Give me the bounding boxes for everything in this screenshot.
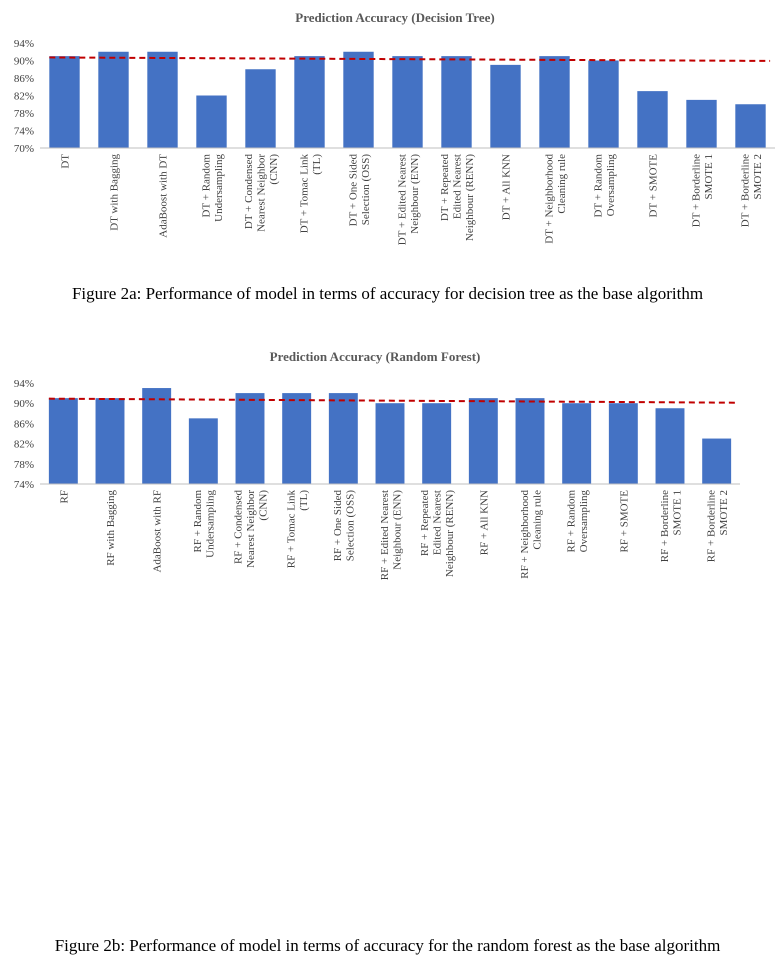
bar	[282, 393, 312, 484]
chart-title: Prediction Accuracy (Random Forest)	[270, 349, 481, 364]
y-tick-label: 74%	[14, 126, 34, 138]
x-tick-label: DT + CondensedNearest Neighbor(CNN)	[243, 154, 280, 232]
x-tick-label: RF + CondensedNearest Neighbor(CNN)	[233, 490, 270, 568]
figure-2a: Prediction Accuracy (Decision Tree) 70% 74…	[0, 0, 775, 320]
bar	[441, 56, 472, 148]
x-tick-label: RF + RandomOversampling	[565, 490, 590, 553]
trendline	[49, 56, 771, 62]
bar	[539, 56, 570, 148]
bar	[294, 56, 325, 148]
x-tick-label: AdaBoost with RF	[152, 490, 164, 573]
y-tick-label: 86%	[14, 73, 34, 85]
y-tick-label: 90%	[14, 398, 34, 410]
x-tick-label: DT + Edited NearestNeighbour (ENN)	[396, 154, 421, 246]
figure-caption: Figure 2b: Performance of model in terms…	[54, 936, 721, 955]
bar	[48, 398, 78, 484]
x-tick-label: RF + RandomUndersampling	[192, 490, 217, 558]
y-tick-label: 74%	[14, 479, 34, 491]
bar	[655, 408, 685, 484]
x-tick-label: DT + BorderlineSMOTE 2	[739, 154, 764, 227]
x-tick-label: RF + All KNN	[478, 490, 490, 555]
y-tick-label: 94%	[14, 38, 34, 50]
bar	[328, 393, 358, 484]
x-tick-label: RF	[58, 490, 70, 503]
x-tick-label: DT + RandomUndersampling	[200, 154, 225, 222]
y-tick-label: 78%	[14, 459, 34, 471]
chart-decision-tree: Prediction Accuracy (Decision Tree) 70% 74…	[14, 10, 775, 246]
y-tick-label: 90%	[14, 56, 34, 68]
x-tick-label: DT + RepeatedEdited NearestNeighbour (RE…	[439, 154, 476, 242]
bar	[515, 398, 545, 484]
figure-2b: Prediction Accuracy (Random Forest) 74% 78…	[0, 338, 775, 955]
bar	[562, 403, 592, 484]
x-tick-label: DT with Bagging	[109, 154, 121, 231]
x-tick-label: DT + BorderlineSMOTE 1	[690, 154, 715, 227]
bar	[490, 64, 521, 148]
chart-title: Prediction Accuracy (Decision Tree)	[295, 10, 494, 25]
x-tick-label: DT + NeighborhoodCleaning rule	[543, 154, 568, 244]
x-tick-label: AdaBoost with DT	[158, 154, 170, 238]
trendline	[48, 397, 736, 404]
y-tick-label: 70%	[14, 143, 34, 155]
bar	[235, 393, 265, 484]
x-tick-label: DT + Tomac Link(TL)	[298, 154, 323, 234]
figure-caption: Figure 2a: Performance of model in terms…	[71, 284, 704, 303]
bar	[196, 95, 227, 148]
bar	[392, 56, 423, 148]
bar	[608, 403, 638, 484]
bar	[188, 418, 218, 484]
bar	[343, 51, 374, 148]
bar	[686, 99, 717, 148]
bar	[98, 51, 129, 148]
y-tick-label: 86%	[14, 418, 34, 430]
bar	[147, 51, 178, 148]
x-tick-label: RF + BorderlineSMOTE 2	[705, 490, 730, 562]
chart-random-forest: Prediction Accuracy (Random Forest) 74% 78…	[14, 349, 740, 581]
bar	[735, 104, 766, 148]
y-tick-label: 82%	[14, 91, 34, 103]
x-tick-label: DT + One SidedSelection (OSS)	[347, 154, 372, 227]
y-tick-label: 82%	[14, 439, 34, 451]
y-tick-label: 94%	[14, 378, 34, 390]
x-tick-label: DT	[60, 154, 72, 169]
y-tick-label: 78%	[14, 108, 34, 120]
x-tick-label: DT + SMOTE	[648, 154, 660, 218]
x-tick-label: RF + Edited NearestNeighbour (ENN)	[379, 490, 404, 581]
x-tick-label: RF with Bagging	[105, 490, 117, 566]
bar	[422, 403, 452, 484]
bar	[95, 398, 125, 484]
x-tick-label: RF + RepeatedEdited NearestNeighbour (RE…	[419, 490, 456, 578]
bar	[468, 398, 498, 484]
bar	[702, 438, 732, 484]
x-tick-label: RF + One SidedSelection (OSS)	[332, 490, 357, 562]
x-tick-label: RF + Tomac Link(TL)	[285, 490, 310, 569]
x-tick-label: DT + RandomOversampling	[592, 154, 617, 218]
bar	[637, 91, 668, 148]
bar	[245, 69, 276, 148]
bar	[588, 60, 619, 148]
x-tick-label: DT + All KNN	[501, 154, 513, 220]
x-tick-label: RF + NeighborhoodCleaning rule	[519, 490, 544, 579]
bar	[142, 388, 172, 484]
x-tick-label: RF + BorderlineSMOTE 1	[659, 490, 684, 562]
bar	[49, 56, 80, 148]
x-tick-label: RF + SMOTE	[618, 490, 630, 553]
bar	[375, 403, 405, 484]
